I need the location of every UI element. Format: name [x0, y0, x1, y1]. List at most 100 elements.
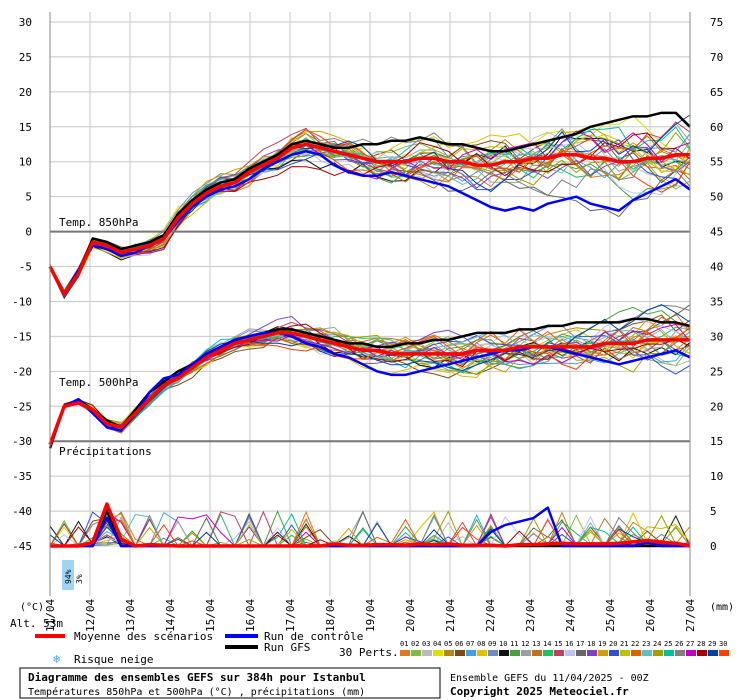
- pert-color-swatch: [719, 650, 729, 656]
- chart-title: Diagramme des ensembles GEFS sur 384h po…: [28, 671, 366, 684]
- pert-id-label: 29: [708, 640, 716, 648]
- pert-id-label: 02: [411, 640, 419, 648]
- right-unit-label: (mm): [710, 602, 734, 613]
- x-tick-label: 11/04: [44, 599, 57, 632]
- legend-label-snow: Risque neige: [74, 653, 153, 666]
- series-line-t850: [48, 111, 691, 296]
- right-tick-label: 40: [710, 261, 723, 274]
- pert-id-label: 27: [686, 640, 694, 648]
- x-tick-label: 20/04: [404, 599, 417, 632]
- left-tick-label: -30: [12, 435, 32, 448]
- left-tick-label: 15: [19, 121, 32, 134]
- left-tick-label: -35: [12, 470, 32, 483]
- snow-risk-markers: 94% 3%: [62, 560, 84, 590]
- left-tick-label: 5: [25, 191, 32, 204]
- x-tick-label: 13/04: [124, 599, 137, 632]
- pert-id-label: 17: [576, 640, 584, 648]
- x-tick-label: 17/04: [284, 599, 297, 632]
- left-tick-label: -40: [12, 505, 32, 518]
- pert-color-swatch: [576, 650, 586, 656]
- pert-color-swatch: [620, 650, 630, 656]
- series-line-t500: [48, 331, 690, 446]
- x-tick-label: 25/04: [604, 599, 617, 632]
- snow-risk-marker: 3%: [75, 574, 84, 584]
- pert-id-label: 06: [455, 640, 463, 648]
- right-tick-label: 70: [710, 51, 723, 64]
- pert-id-label: 01: [400, 640, 408, 648]
- right-tick-label: 5: [710, 505, 717, 518]
- pert-color-swatch: [598, 650, 608, 656]
- chart-subtitle: Températures 850hPa et 500hPa (°C) , pré…: [28, 686, 365, 698]
- x-tick-label: 19/04: [364, 599, 377, 632]
- left-tick-label: 0: [25, 226, 32, 239]
- right-tick-label: 50: [710, 191, 723, 204]
- pert-color-swatch: [466, 650, 476, 656]
- right-tick-label: 75: [710, 16, 723, 29]
- panel-label-t850: Temp. 850hPa: [59, 216, 138, 229]
- legend-label-control: Run de contrôle: [264, 630, 363, 643]
- pert-id-label: 04: [433, 640, 441, 648]
- pert-id-label: 14: [543, 640, 551, 648]
- left-tick-label: -45: [12, 540, 32, 553]
- snowflake-icon: ❄: [53, 652, 60, 666]
- member-line-850: [49, 130, 691, 298]
- pert-id-label: 10: [499, 640, 507, 648]
- x-tick-label: 26/04: [644, 599, 657, 632]
- right-tick-label: 30: [710, 330, 723, 343]
- pert-id-label: 24: [653, 640, 661, 648]
- pert-color-swatch: [400, 650, 410, 656]
- legend: Moyenne des scénarios Run de contrôle Ru…: [35, 630, 363, 666]
- snow-risk-marker: 94%: [62, 560, 74, 590]
- left-tick-label: -10: [12, 295, 32, 308]
- pert-color-swatch: [433, 650, 443, 656]
- x-tick-label: 22/04: [484, 599, 497, 632]
- snow-risk-percent: 94%: [64, 569, 73, 584]
- x-tick-label: 23/04: [524, 599, 537, 632]
- pert-color-swatch: [488, 650, 498, 656]
- pert-id-label: 18: [587, 640, 595, 648]
- perturbation-legend: 30 Perts. 01 02 03 04 05 06 07 08 09 10 11 12 13 14 15…: [339, 640, 729, 659]
- member-line-500: [49, 327, 691, 446]
- perts-label: 30 Perts.: [339, 646, 399, 659]
- pert-color-swatch: [543, 650, 553, 656]
- run-info: Ensemble GEFS du 11/04/2025 - 00Z: [450, 673, 649, 684]
- pert-id-label: 22: [631, 640, 639, 648]
- pert-id-label: 03: [422, 640, 430, 648]
- pert-color-swatch: [664, 650, 674, 656]
- member-line-500: [49, 304, 691, 444]
- panel-label-t500: Temp. 500hPa: [59, 376, 138, 389]
- reference-lines: [50, 230, 690, 443]
- series-line-precip: [50, 502, 691, 548]
- pert-id-label: 16: [565, 640, 573, 648]
- pert-color-swatch: [510, 650, 520, 656]
- pert-id-label: 19: [598, 640, 606, 648]
- right-tick-label: 55: [710, 156, 723, 169]
- pert-color-swatch: [521, 650, 531, 656]
- pert-id-label: 25: [664, 640, 672, 648]
- right-tick-label: 20: [710, 400, 723, 413]
- pert-id-label: 28: [697, 640, 705, 648]
- pert-id-label: 09: [488, 640, 496, 648]
- right-tick-label: 15: [710, 435, 723, 448]
- pert-color-swatch: [653, 650, 663, 656]
- x-tick-label: 18/04: [324, 599, 337, 632]
- x-tick-label: 16/04: [244, 599, 257, 632]
- pert-color-swatch: [642, 650, 652, 656]
- x-tick-label: 27/04: [684, 599, 697, 632]
- pert-color-swatch: [444, 650, 454, 656]
- snow-risk-percent: 3%: [75, 574, 84, 584]
- pert-color-swatch: [587, 650, 597, 656]
- left-unit-label: (°C): [20, 602, 44, 613]
- pert-id-label: 21: [620, 640, 628, 648]
- right-tick-label: 60: [710, 121, 723, 134]
- copyright: Copyright 2025 Meteociel.fr: [450, 685, 629, 698]
- x-tick-label: 12/04: [84, 599, 97, 632]
- x-tick-label: 14/04: [164, 599, 177, 632]
- left-tick-label: 20: [19, 86, 32, 99]
- right-tick-label: 0: [710, 540, 717, 553]
- pert-color-swatch: [708, 650, 718, 656]
- pert-id-label: 12: [521, 640, 529, 648]
- pert-color-swatch: [686, 650, 696, 656]
- left-tick-label: -15: [12, 330, 32, 343]
